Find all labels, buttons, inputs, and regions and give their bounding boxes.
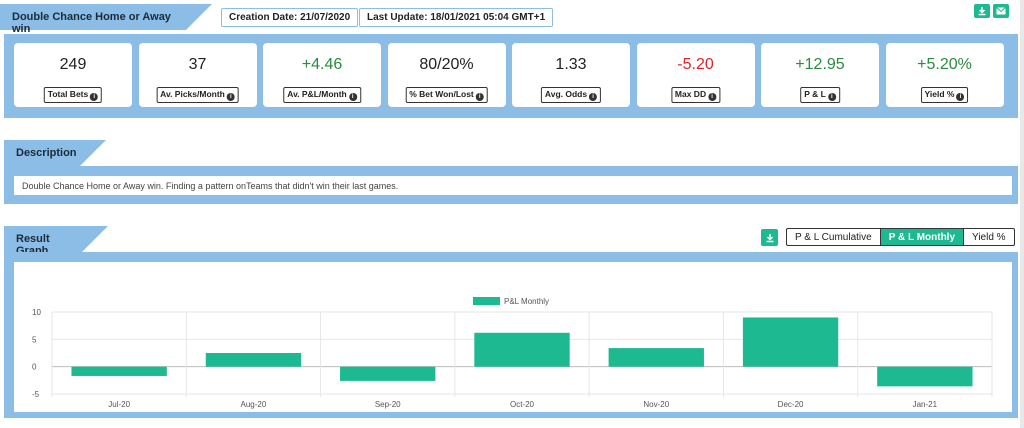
- legend-swatch: [473, 297, 500, 305]
- stat-label-text: Av. Picks/Month: [160, 89, 225, 99]
- y-tick-label: 10: [32, 308, 41, 317]
- stat-value: 80/20%: [419, 56, 474, 73]
- download-icon: [766, 233, 773, 242]
- stat-value: 1.33: [555, 56, 587, 73]
- strategy-title: Double Chance Home or Away win: [0, 4, 212, 35]
- stat-label-text: Total Bets: [47, 89, 89, 99]
- stat-label[interactable]: Total Bets i: [43, 87, 103, 103]
- x-tick-label: Sep-20: [375, 400, 401, 409]
- y-tick-label: -5: [32, 390, 40, 399]
- x-tick-label: Dec-20: [778, 400, 804, 409]
- description-panel: Double Chance Home or Away win. Finding …: [4, 166, 1018, 204]
- stat-label-text: Yield %: [924, 89, 955, 99]
- stat-card: 1.33 Avg. Odds i: [512, 43, 630, 107]
- strategy-title-text: Double Chance Home or Away win: [12, 11, 171, 35]
- stat-value: 37: [188, 56, 207, 73]
- stat-label-text: Max DD: [674, 89, 707, 99]
- stat-value: +12.95: [795, 56, 845, 73]
- page-scrollbar[interactable]: [1020, 0, 1024, 428]
- result-graph-header: Result Graph: [4, 226, 108, 257]
- bar: [742, 317, 839, 367]
- stat-value: 249: [59, 56, 87, 73]
- stat-label[interactable]: Max DD i: [670, 87, 721, 103]
- stat-label-text: % Bet Won/Lost: [409, 89, 474, 99]
- stat-label-text: P & L: [804, 89, 826, 99]
- stat-label[interactable]: Av. Picks/Month i: [156, 87, 239, 103]
- stat-card: -5.20 Max DD i: [636, 43, 755, 107]
- x-tick-label: Jan-21: [913, 400, 938, 409]
- pl-monthly-chart: P&L Monthly 10 5 0 -5 Jul-20 Aug-20 Sep-20 Oct-2…: [32, 297, 993, 409]
- description-title: Description: [16, 147, 77, 159]
- stat-value: -5.20: [677, 56, 714, 73]
- stat-label[interactable]: Av. P&L/Month i: [283, 87, 361, 103]
- chart-area: P&L Monthly 10 5 0 -5 Jul-20 Aug-20 Sep-20 Oct-2…: [14, 262, 1012, 412]
- download-icon: [978, 7, 986, 16]
- bar: [340, 366, 436, 381]
- info-icon[interactable]: i: [956, 93, 965, 101]
- toggle-pl-monthly[interactable]: P & L Monthly: [880, 229, 965, 245]
- x-tick-label: Jul-20: [108, 400, 130, 409]
- info-icon[interactable]: i: [589, 93, 598, 101]
- chart-panel: P&L Monthly 10 5 0 -5 Jul-20 Aug-20 Sep-20 Oct-2…: [4, 252, 1018, 418]
- description-header: Description: [4, 140, 106, 166]
- x-tick-label: Nov-20: [643, 400, 669, 409]
- bar: [474, 332, 570, 367]
- stat-label[interactable]: Yield % i: [920, 87, 969, 103]
- bar: [71, 366, 167, 376]
- stat-card: 80/20% % Bet Won/Lost i: [387, 43, 506, 107]
- stat-card: +5.20% Yield % i: [885, 43, 1004, 107]
- info-icon[interactable]: i: [475, 93, 484, 101]
- info-icon[interactable]: i: [90, 93, 99, 101]
- stat-label-text: Av. P&L/Month: [287, 89, 347, 99]
- toggle-yield[interactable]: Yield %: [972, 232, 1006, 243]
- chart-mode-toggle: P & L Cumulative P & L Monthly Yield %: [786, 228, 1015, 246]
- chart-download-button[interactable]: [761, 229, 778, 246]
- stats-panel: 249 Total Bets i 37 Av. Picks/Month i +4.46 Av.…: [4, 34, 1018, 118]
- info-icon[interactable]: i: [708, 93, 717, 101]
- stat-card: +4.46 Av. P&L/Month i: [263, 43, 381, 107]
- x-tick-label: Aug-20: [241, 400, 267, 409]
- bar: [608, 348, 704, 367]
- download-button[interactable]: [974, 4, 990, 18]
- stat-card: 37 Av. Picks/Month i: [138, 43, 257, 107]
- envelope-icon: [996, 7, 1006, 15]
- stat-value: +5.20%: [917, 56, 972, 73]
- stat-label-text: Avg. Odds: [544, 89, 588, 99]
- legend-label: P&L Monthly: [504, 297, 549, 306]
- creation-date-badge: Creation Date: 21/07/2020: [221, 8, 359, 27]
- x-tick-label: Oct-20: [510, 400, 535, 409]
- last-update-badge: Last Update: 18/01/2021 05:04 GMT+1: [359, 8, 554, 27]
- stat-label[interactable]: % Bet Won/Lost i: [405, 87, 488, 103]
- stat-card: 249 Total Bets i: [14, 43, 132, 107]
- info-icon[interactable]: i: [827, 93, 836, 101]
- y-tick-label: 5: [32, 335, 37, 344]
- description-text: Double Chance Home or Away win. Finding …: [14, 176, 1012, 195]
- stat-value: +4.46: [301, 56, 343, 73]
- y-tick-label: 0: [32, 363, 37, 372]
- bar: [205, 353, 302, 367]
- stat-label[interactable]: Avg. Odds i: [540, 87, 602, 103]
- info-icon[interactable]: i: [226, 93, 235, 101]
- info-icon[interactable]: i: [348, 93, 357, 101]
- email-button[interactable]: [993, 4, 1009, 18]
- bar: [877, 366, 973, 387]
- toggle-pl-cumulative[interactable]: P & L Cumulative: [787, 229, 881, 245]
